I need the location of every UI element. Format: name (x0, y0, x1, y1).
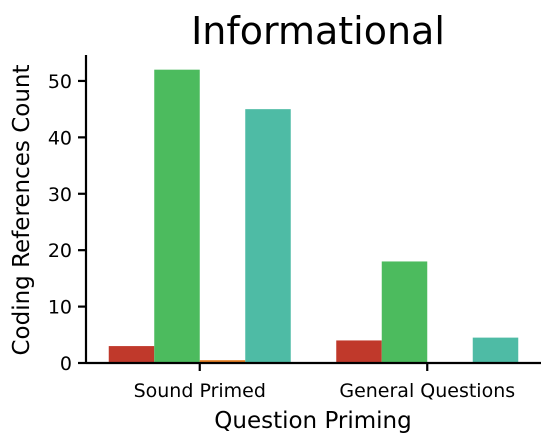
y-tick-label-2: 20 (48, 240, 72, 262)
bar-1-1 (381, 261, 428, 363)
bar-0-0 (108, 346, 155, 363)
bar-0-3 (245, 109, 291, 364)
bar-0-2 (199, 360, 246, 363)
y-tick-label-4: 40 (48, 127, 72, 149)
bar-1-3 (472, 337, 519, 363)
x-axis: Sound Primed General Questions (86, 361, 541, 402)
y-axis: 0 10 20 30 40 50 (48, 55, 88, 375)
bar-0-1 (154, 69, 200, 364)
y-tick-label-3: 30 (48, 184, 72, 206)
bar-1-0 (336, 340, 382, 363)
x-axis-label: Question Priming (214, 408, 411, 434)
y-axis-label: Coding References Count (9, 64, 35, 355)
y-tick-label-5: 50 (48, 71, 72, 93)
bars-group (108, 69, 519, 364)
y-tick-label-0: 0 (60, 353, 72, 375)
chart-title: Informational (191, 9, 445, 53)
x-tick-label-0: Sound Primed (134, 380, 266, 402)
y-tick-label-1: 10 (48, 297, 72, 319)
x-tick-label-1: General Questions (339, 380, 515, 402)
